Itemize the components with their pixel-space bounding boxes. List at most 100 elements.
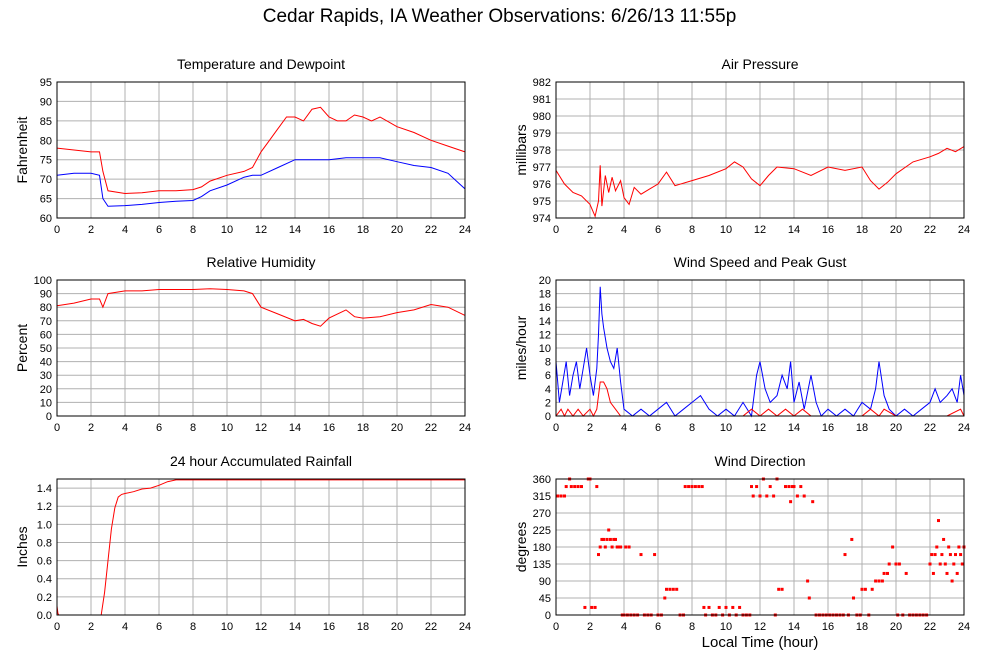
x-tick-label: 4 — [621, 224, 627, 236]
x-tick-label: 8 — [689, 422, 695, 434]
plot-frame — [555, 478, 965, 616]
x-tick-label: 0 — [553, 422, 559, 434]
x-tick-label: 12 — [255, 422, 267, 434]
data-point — [928, 562, 932, 566]
data-point — [931, 571, 935, 575]
x-tick-label: 14 — [289, 422, 301, 434]
x-tick-label: 4 — [621, 422, 627, 434]
data-point — [811, 500, 815, 504]
x-tick-label: 12 — [754, 422, 766, 434]
y-tick-label: 0 — [545, 610, 551, 622]
data-point — [852, 596, 855, 600]
data-point — [755, 485, 759, 489]
x-tick-label: 22 — [425, 422, 437, 434]
x-tick-label: 0 — [54, 422, 60, 434]
data-point — [765, 494, 769, 498]
data-point — [598, 545, 602, 549]
y-tick-label: 90 — [539, 576, 551, 588]
data-point — [940, 553, 944, 557]
page-title: Cedar Rapids, IA Weather Observations: 6… — [262, 6, 737, 27]
x-tick-label: 22 — [924, 422, 936, 434]
y-tick-label: 16 — [539, 302, 551, 314]
y-tick-label: 976 — [533, 179, 551, 191]
data-point — [777, 587, 781, 591]
y-tick-label: 0.6 — [37, 556, 52, 568]
data-point — [843, 553, 847, 557]
data-point — [653, 553, 657, 557]
data-point — [942, 537, 946, 541]
y-tick-label: 270 — [533, 508, 551, 520]
data-point — [738, 605, 742, 609]
x-tick-label: 18 — [856, 224, 868, 236]
data-point — [583, 605, 587, 609]
data-point — [960, 562, 964, 566]
data-point — [619, 545, 623, 549]
series-line-1 — [56, 479, 465, 616]
y-axis-label: degrees — [513, 522, 529, 573]
data-point — [886, 571, 889, 575]
chart-title: Wind Speed and Peak Gust — [674, 254, 847, 270]
data-point — [600, 537, 604, 541]
y-tick-label: 45 — [539, 593, 551, 605]
x-tick-label: 24 — [459, 422, 471, 434]
x-tick-label: 8 — [689, 224, 695, 236]
x-tick-label: 22 — [425, 621, 437, 633]
data-point — [563, 494, 566, 498]
y-tick-label: 982 — [533, 77, 551, 89]
chart-title: Air Pressure — [721, 56, 798, 72]
x-tick-label: 18 — [856, 422, 868, 434]
x-tick-label: 12 — [754, 621, 766, 633]
data-point — [702, 605, 706, 609]
y-tick-label: 315 — [533, 491, 551, 503]
y-tick-label: 981 — [533, 94, 551, 106]
y-tick-label: 40 — [40, 357, 52, 369]
y-tick-label: 2 — [545, 397, 551, 409]
x-tick-label: 18 — [357, 621, 369, 633]
y-tick-label: 90 — [40, 96, 52, 108]
x-tick-label: 24 — [459, 224, 471, 236]
y-tick-label: 100 — [34, 275, 52, 287]
y-tick-label: 30 — [40, 370, 52, 382]
data-point — [750, 485, 753, 489]
data-point — [624, 545, 628, 549]
data-point — [731, 605, 735, 609]
data-point — [690, 485, 694, 489]
data-point — [700, 485, 704, 489]
plot-frame — [56, 478, 466, 616]
data-point — [573, 485, 577, 489]
data-point — [950, 579, 954, 583]
y-tick-label: 4 — [545, 384, 551, 396]
x-tick-label: 8 — [190, 422, 196, 434]
x-tick-label: 16 — [323, 422, 335, 434]
data-point — [947, 545, 951, 549]
x-tick-label: 0 — [54, 621, 60, 633]
data-point — [717, 605, 721, 609]
data-point — [877, 579, 881, 583]
data-point — [597, 553, 600, 557]
chart-title: 24 hour Accumulated Rainfall — [170, 453, 352, 469]
plot-frame — [555, 279, 965, 417]
chart-title: Wind Direction — [714, 453, 805, 469]
data-point — [792, 485, 796, 489]
y-tick-label: 18 — [539, 289, 551, 301]
x-tick-label: 4 — [122, 422, 128, 434]
plot-frame — [56, 279, 466, 417]
y-axis-label: miles/hour — [513, 315, 529, 380]
x-tick-label: 24 — [958, 422, 970, 434]
x-tick-label: 24 — [459, 621, 471, 633]
data-point — [608, 537, 612, 541]
y-tick-label: 0 — [545, 411, 551, 423]
x-tick-label: 4 — [122, 621, 128, 633]
data-point — [894, 562, 898, 566]
plot-frame — [555, 81, 965, 219]
x-tick-label: 2 — [587, 422, 593, 434]
data-point — [593, 605, 597, 609]
data-point — [614, 537, 617, 541]
data-point — [891, 545, 895, 549]
x-tick-label: 20 — [391, 422, 403, 434]
data-point — [605, 537, 609, 541]
x-tick-label: 2 — [88, 422, 94, 434]
y-tick-label: 80 — [40, 302, 52, 314]
x-tick-label: 10 — [720, 621, 732, 633]
y-tick-label: 75 — [40, 155, 52, 167]
